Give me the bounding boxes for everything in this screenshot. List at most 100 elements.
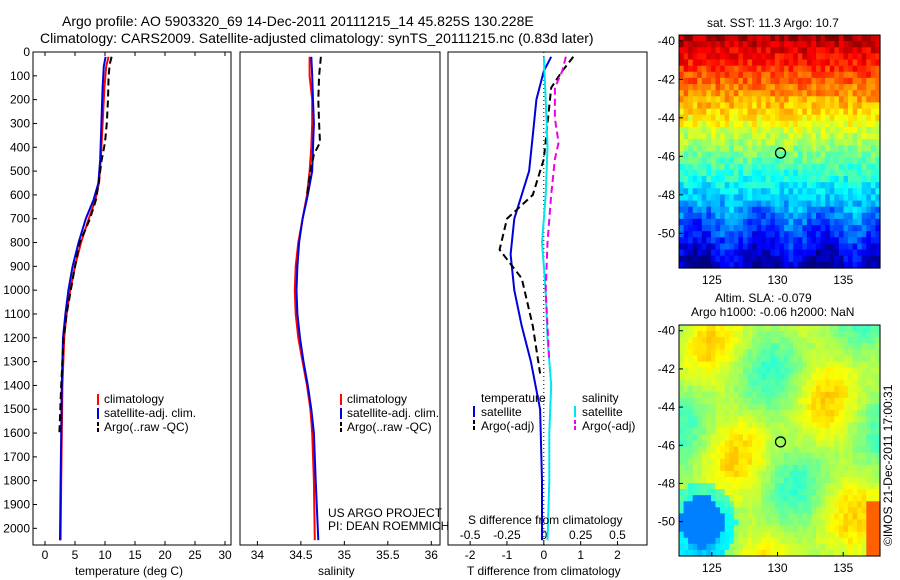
salinity-xtick-label: 34.5	[289, 548, 313, 562]
sla-map-cell	[784, 507, 790, 515]
sst-map-cell	[715, 133, 721, 140]
sst-map-cell	[834, 182, 840, 189]
sst-map-cell	[784, 212, 790, 220]
sla-map-cell	[820, 422, 826, 429]
sst-map-cell	[743, 127, 749, 134]
sst-map-cell	[765, 237, 771, 244]
sst-map-cell	[793, 47, 799, 54]
sst-map-cell	[797, 200, 803, 208]
sst-map-cell	[820, 212, 826, 220]
sla-map-cell	[692, 531, 698, 539]
sst-map-cell	[715, 35, 721, 42]
sla-map-cell	[738, 537, 744, 545]
sla-map-cell	[752, 391, 758, 399]
sla-map-cell	[724, 385, 730, 393]
sst-map-cell	[811, 176, 817, 183]
sst-map-cell	[825, 163, 831, 171]
sst-map-cell	[761, 59, 767, 67]
sla-map-cell	[825, 385, 831, 393]
sst-map-cell	[774, 127, 781, 134]
sla-map-cell	[852, 391, 858, 399]
sla-map-cell	[866, 331, 872, 338]
sla-map-cell	[692, 416, 698, 423]
sla-map-cell	[774, 373, 781, 381]
sst-map-cell	[806, 145, 813, 153]
sla-map-cell	[715, 404, 721, 411]
sst-map-cell	[793, 127, 799, 134]
sla-map-cell	[784, 495, 790, 502]
sst-map-cell	[825, 35, 831, 42]
sst-map-cell	[701, 182, 707, 189]
sst-map-cell	[688, 163, 694, 171]
sla-map-cell	[679, 391, 685, 399]
sla-map-cell	[779, 452, 785, 460]
temperature-xtick-label: 5	[72, 548, 79, 562]
sst-map-cell	[816, 261, 822, 269]
sla-map-cell	[852, 349, 858, 356]
sst-map-cell	[802, 47, 808, 54]
difference-s-tick-label: -0.25	[493, 528, 521, 542]
sla-map-cell	[816, 337, 822, 344]
sla-map-cell	[838, 410, 845, 417]
sst-map-cell	[692, 200, 698, 208]
sst-map-cell	[752, 139, 758, 146]
sst-map-cell	[779, 59, 785, 67]
sst-map-cell	[793, 225, 799, 232]
sst-map-cell	[797, 114, 803, 122]
sst-map-cell	[829, 212, 835, 220]
sla-map-cell	[697, 361, 703, 369]
sst-map-cell	[793, 169, 799, 177]
sla-map-cell	[797, 337, 803, 344]
sst-map-cell	[866, 206, 872, 214]
sla-map-cell	[875, 446, 881, 454]
sst-map-cell	[715, 120, 721, 128]
sla-map-cell	[788, 464, 794, 472]
sla-map-cell	[765, 355, 771, 363]
sla-map-cell	[793, 501, 799, 508]
difference-s-tick-label: 0	[540, 528, 547, 542]
sla-map-cell	[797, 349, 803, 356]
sla-map-cell	[875, 537, 881, 545]
sst-map-cell	[679, 145, 685, 153]
sst-map-cell	[733, 176, 739, 183]
sla-map-cell	[866, 537, 872, 545]
sla-map-cell	[715, 440, 721, 448]
sla-map-cell	[870, 337, 877, 344]
sla-map-cell	[816, 446, 822, 454]
sla-map-cell	[825, 446, 831, 454]
sla-map-cell	[816, 464, 822, 472]
sla-map-cell	[765, 416, 771, 423]
sla-map-cell	[829, 410, 835, 417]
sla-map-cell	[843, 464, 849, 472]
sst-map-cell	[779, 151, 785, 159]
sst-map-cell	[811, 182, 817, 189]
sla-map-cell	[683, 379, 689, 387]
sla-map-cell	[843, 507, 849, 515]
sla-map-cell	[820, 519, 826, 527]
sst-map-cell	[761, 47, 767, 54]
sst-map-cell	[848, 194, 854, 202]
sla-map-cell	[816, 483, 822, 490]
sst-map-cell	[765, 35, 771, 42]
sla-map-cell	[811, 452, 817, 460]
sst-map-cell	[756, 35, 762, 42]
sst-map-cell	[683, 84, 689, 91]
sst-map-cell	[701, 127, 707, 134]
sst-map-cell	[811, 255, 817, 263]
sst-map-cell	[683, 182, 689, 189]
sst-map-cell	[788, 200, 794, 208]
sla-map-cell	[834, 525, 840, 533]
sst-map-cell	[733, 53, 739, 61]
sla-map-cell	[838, 549, 845, 557]
sla-map-cell	[857, 331, 863, 338]
sla-map-cell	[724, 416, 730, 423]
sla-map-cell	[829, 428, 835, 435]
sst-map-cell	[761, 225, 767, 232]
sla-map-cell	[752, 525, 758, 533]
sst-map-cell	[774, 182, 781, 189]
sla-map-cell	[697, 410, 703, 417]
sla-map-cell	[802, 446, 808, 454]
sst-map-cell	[793, 194, 799, 202]
sla-map-cell	[724, 458, 730, 466]
